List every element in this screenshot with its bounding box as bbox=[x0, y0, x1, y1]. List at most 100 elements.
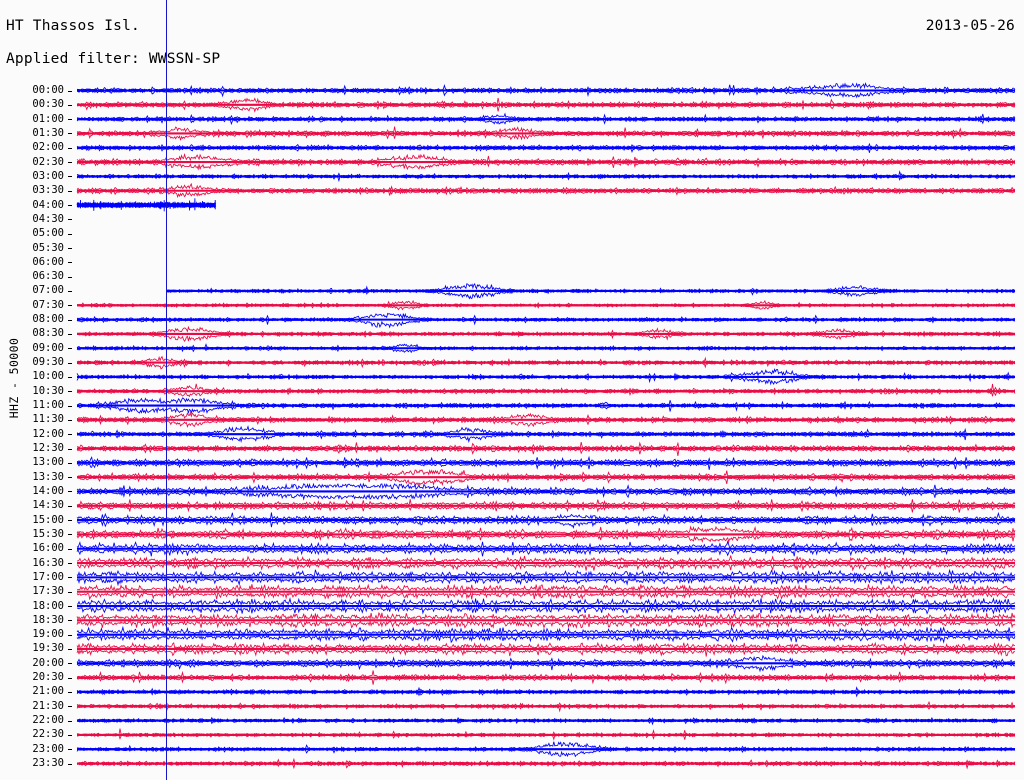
time-tick-label: 04:30 bbox=[32, 212, 64, 225]
time-tick-label: 16:00 bbox=[32, 542, 64, 555]
trace-line bbox=[77, 555, 1016, 564]
time-tick-mark bbox=[68, 291, 72, 292]
time-tick-label: 16:30 bbox=[32, 556, 64, 569]
time-axis: 00:00 00:30 01:00 01:30 02:00 02:30 03:00 03:30… bbox=[0, 0, 77, 780]
time-tick-mark bbox=[68, 119, 72, 120]
time-tick-label: 09:30 bbox=[32, 356, 64, 369]
trace-line bbox=[76, 133, 1016, 141]
time-tick-label: 19:30 bbox=[32, 642, 64, 655]
trace-line bbox=[76, 670, 1016, 678]
trace-line bbox=[76, 441, 1016, 449]
trace-line bbox=[76, 591, 1016, 601]
time-tick-mark bbox=[68, 191, 72, 192]
time-tick-label: 20:00 bbox=[32, 656, 64, 669]
time-tick-label: 07:00 bbox=[32, 284, 64, 297]
trace-line bbox=[76, 641, 1016, 650]
trace-line bbox=[76, 319, 1016, 329]
time-tick-label: 00:00 bbox=[32, 84, 64, 96]
trace-line bbox=[76, 383, 1016, 392]
time-tick-label: 07:30 bbox=[32, 298, 64, 311]
time-tick-mark bbox=[68, 606, 72, 607]
time-tick-label: 15:00 bbox=[32, 513, 64, 526]
time-tick-label: 18:30 bbox=[32, 613, 64, 626]
time-tick-label: 17:30 bbox=[32, 585, 64, 598]
trace-line bbox=[76, 525, 1016, 535]
trace-line bbox=[76, 312, 1015, 320]
trace-line bbox=[76, 505, 1016, 513]
trace-line bbox=[76, 563, 1016, 572]
time-tick-mark bbox=[68, 663, 72, 664]
time-tick-label: 03:00 bbox=[32, 169, 64, 182]
time-tick-mark bbox=[68, 334, 72, 335]
time-tick-label: 21:30 bbox=[32, 699, 64, 712]
trace-line bbox=[77, 583, 1016, 593]
time-tick-mark bbox=[68, 635, 72, 636]
time-tick-label: 10:30 bbox=[32, 384, 64, 397]
time-tick-mark bbox=[68, 305, 72, 306]
time-tick-mark bbox=[68, 406, 72, 407]
trace-line bbox=[76, 104, 1016, 113]
time-tick-label: 12:00 bbox=[32, 427, 64, 440]
time-tick-label: 23:00 bbox=[32, 742, 64, 755]
trace-line bbox=[76, 634, 1016, 644]
trace-line bbox=[77, 597, 1016, 607]
time-tick-label: 08:00 bbox=[32, 313, 64, 326]
time-tick-label: 03:30 bbox=[32, 184, 64, 197]
time-tick-mark bbox=[68, 463, 72, 464]
trace-line bbox=[76, 376, 1016, 386]
trace-line bbox=[76, 654, 1016, 664]
time-tick-mark bbox=[68, 534, 72, 535]
trace-line bbox=[76, 433, 1015, 443]
time-tick-label: 17:00 bbox=[32, 570, 64, 583]
time-tick-mark bbox=[68, 148, 72, 149]
time-tick-label: 05:30 bbox=[32, 241, 64, 254]
trace-line bbox=[76, 625, 1016, 635]
time-tick-mark bbox=[68, 520, 72, 521]
trace-line bbox=[76, 204, 217, 212]
time-tick-mark bbox=[68, 649, 72, 650]
trace-line bbox=[76, 611, 1016, 621]
trace-line bbox=[76, 362, 1016, 370]
trace-line bbox=[76, 548, 1016, 557]
time-tick-mark bbox=[68, 577, 72, 578]
station-title: HT Thassos Isl. bbox=[6, 18, 140, 34]
trace-line bbox=[76, 748, 1016, 758]
trace-line bbox=[76, 469, 1016, 478]
time-tick-mark bbox=[68, 506, 72, 507]
time-tick-label: 18:00 bbox=[32, 599, 64, 612]
trace-line bbox=[76, 112, 1016, 120]
time-tick-mark bbox=[68, 205, 72, 206]
trace-line bbox=[76, 577, 1016, 587]
time-tick-label: 05:00 bbox=[32, 227, 64, 240]
time-tick-label: 01:00 bbox=[32, 112, 64, 125]
trace-line bbox=[76, 462, 1016, 470]
time-tick-mark bbox=[68, 262, 72, 263]
time-tick-label: 14:00 bbox=[32, 484, 64, 497]
time-tick-mark bbox=[68, 277, 72, 278]
time-tick-mark bbox=[68, 320, 72, 321]
time-tick-mark bbox=[68, 721, 72, 722]
time-tick-mark bbox=[68, 133, 72, 134]
time-tick-mark bbox=[68, 234, 72, 235]
time-tick-mark bbox=[68, 764, 72, 765]
trace-line bbox=[76, 182, 1016, 192]
time-tick-mark bbox=[68, 678, 72, 679]
time-tick-label: 23:30 bbox=[32, 757, 64, 770]
time-tick-label: 06:00 bbox=[32, 255, 64, 268]
time-tick-label: 19:00 bbox=[32, 628, 64, 641]
trace-line bbox=[76, 741, 1016, 750]
trace-line bbox=[76, 397, 1016, 406]
trace-line bbox=[76, 390, 1016, 398]
trace-line bbox=[165, 282, 1016, 292]
trace-line bbox=[76, 355, 1016, 364]
time-tick-label: 01:30 bbox=[32, 126, 64, 139]
time-tick-mark bbox=[68, 162, 72, 163]
trace-line bbox=[76, 455, 1015, 464]
time-tick-mark bbox=[68, 434, 72, 435]
trace-line bbox=[76, 97, 1016, 106]
time-tick-mark bbox=[68, 563, 72, 564]
trace-line bbox=[76, 677, 1016, 685]
time-tick-label: 06:30 bbox=[32, 270, 64, 283]
